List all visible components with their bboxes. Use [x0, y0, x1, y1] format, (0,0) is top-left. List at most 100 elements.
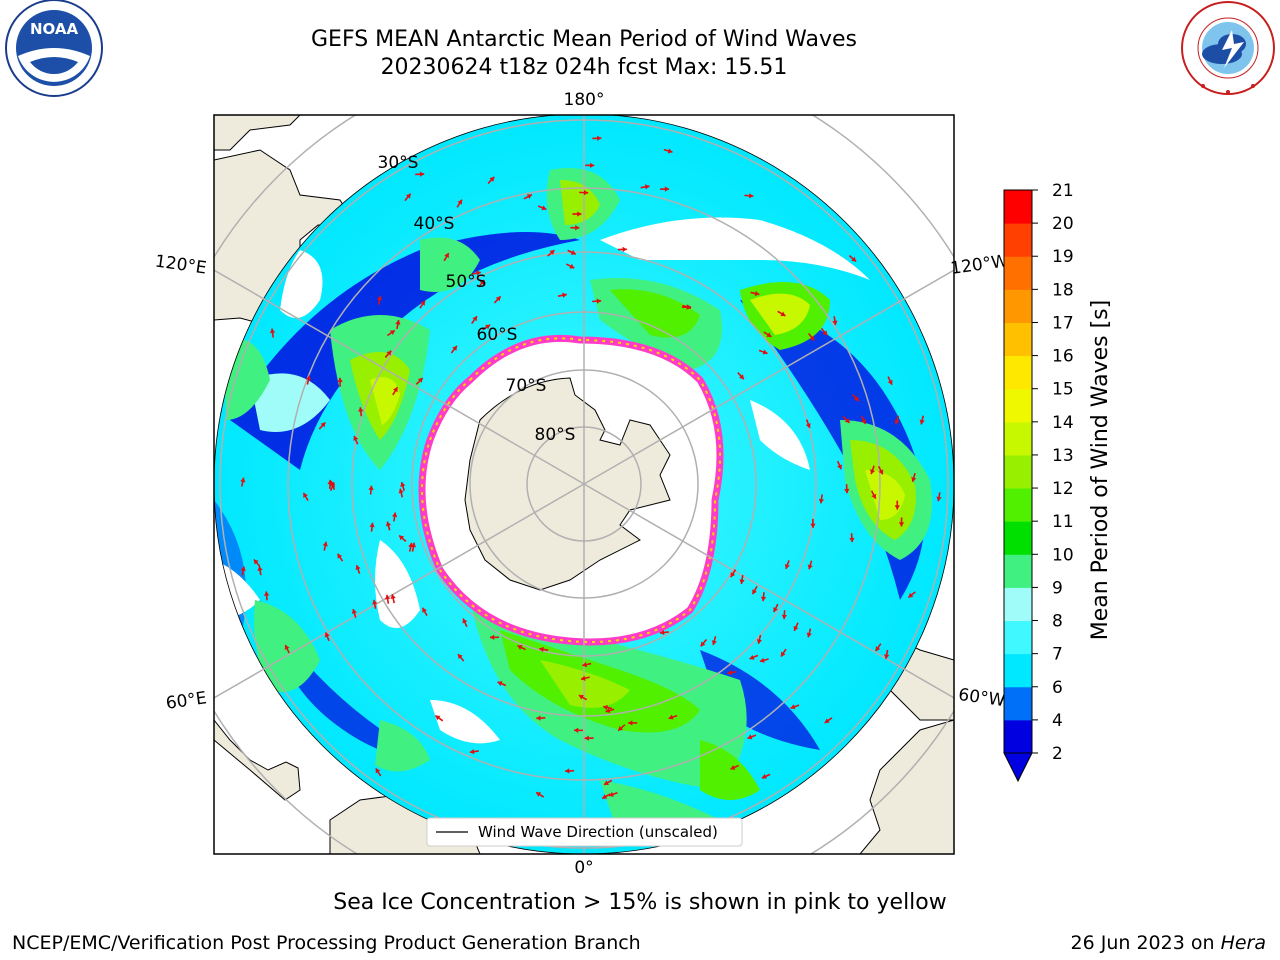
- wave-arrow-head: [793, 625, 799, 631]
- wave-arrow-head: [602, 794, 608, 799]
- colorbar-tick-label: 15: [1052, 380, 1074, 400]
- wave-arrow-head: [485, 324, 491, 330]
- wave-arrow-head: [303, 492, 308, 498]
- wave-arrow-head: [603, 704, 608, 711]
- wave-arrow-head: [569, 263, 575, 269]
- colorbar-segment: [1004, 653, 1032, 688]
- wave-arrow-head: [730, 765, 736, 770]
- wave-arrow-head: [603, 780, 609, 786]
- lon-label-0: 0°: [574, 858, 593, 878]
- wave-arrow-head: [780, 311, 786, 317]
- colorbar-tick-label: 6: [1052, 678, 1063, 698]
- map-subtitle: 20230624 t18z 024h fcst Max: 15.51: [380, 55, 788, 80]
- wave-arrow-head: [353, 435, 359, 441]
- wave-arrow-head: [452, 345, 457, 351]
- lat-label-80s: 80°S: [535, 425, 576, 445]
- wave-arrow-head: [479, 280, 485, 286]
- wave-arrow-head: [590, 162, 595, 169]
- wave-arrow-head: [375, 768, 381, 774]
- colorbar-segment: [1004, 686, 1032, 721]
- wave-arrow-head: [818, 498, 825, 504]
- lat-label-40s: 40°S: [414, 214, 455, 234]
- wave-arrow-head: [495, 296, 501, 302]
- lon-label-60e: 60°E: [165, 688, 208, 713]
- wave-arrow-head: [756, 639, 763, 644]
- wave-arrow-head: [269, 328, 276, 334]
- colorbar-segment: [1004, 388, 1032, 423]
- legend-label: Wind Wave Direction (unscaled): [478, 823, 718, 841]
- wave-arrow-head: [422, 607, 427, 613]
- wave-arrow-head: [351, 609, 357, 614]
- wave-arrow-head: [898, 522, 905, 527]
- wave-arrow-head: [853, 396, 859, 402]
- wave-arrow-head: [597, 135, 602, 141]
- wave-arrow-head: [747, 734, 753, 740]
- wave-arrow-head: [851, 256, 857, 262]
- wave-arrow-head: [754, 290, 760, 297]
- colorbar-segment: [1004, 256, 1032, 290]
- wave-arrow-head: [727, 669, 733, 676]
- wave-arrow-head: [809, 335, 815, 341]
- wave-arrow-head: [622, 246, 627, 253]
- colorbar-tick-label: 20: [1052, 214, 1074, 234]
- wave-arrow-head: [536, 792, 542, 797]
- colorbar-tick-label: 17: [1052, 313, 1074, 333]
- wave-arrow-head: [575, 225, 580, 231]
- wave-arrow-head: [584, 735, 589, 741]
- wind-wave-arrows: [240, 135, 942, 800]
- wave-arrow-head: [936, 496, 942, 502]
- colorbar-segment: [1004, 719, 1032, 754]
- wave-arrow-head: [384, 594, 391, 600]
- wave-arrow-head: [320, 422, 326, 428]
- wave-arrow-head: [322, 541, 328, 547]
- wave-arrow-head: [596, 298, 602, 304]
- wave-arrow-head: [894, 419, 900, 425]
- wave-arrow-head: [781, 614, 788, 620]
- colorbar-segment: [1004, 554, 1032, 588]
- wave-arrow-head: [582, 661, 587, 668]
- wave-arrow-head: [878, 469, 884, 475]
- wave-arrow-head: [389, 330, 395, 335]
- wave-arrow-head: [761, 773, 767, 779]
- wave-arrow-head: [790, 704, 796, 710]
- wave-arrow-head: [667, 148, 673, 154]
- wave-arrow-head: [517, 645, 523, 650]
- wave-arrow-head: [541, 205, 547, 211]
- wave-arrow-head: [420, 300, 425, 306]
- lon-label-180: 180°: [564, 90, 605, 110]
- date-text: 26 Jun 2023 on Hera: [1070, 932, 1267, 954]
- wave-arrow-head: [570, 250, 576, 255]
- noaa-logo-text: NOAA: [30, 20, 79, 38]
- sea-ice-caption: Sea Ice Concentration > 15% is shown in …: [333, 890, 947, 915]
- colorbar-segment: [1004, 421, 1032, 456]
- colorbar-tick-label: 7: [1052, 645, 1063, 665]
- wave-arrow-head: [497, 681, 503, 687]
- wave-arrow-head: [355, 565, 361, 570]
- wave-arrow-head: [435, 715, 441, 721]
- wave-arrow-head: [911, 477, 917, 482]
- wave-arrow-head: [739, 579, 745, 584]
- colorbar-label: Mean Period of Wind Waves [s]: [1088, 300, 1113, 640]
- colorbar-tick-label: 14: [1052, 413, 1074, 433]
- lat-label-70s: 70°S: [506, 376, 547, 396]
- graticule: [214, 115, 954, 854]
- colorbar-segment: [1004, 488, 1032, 522]
- colorbar-segment: [1004, 289, 1032, 323]
- wave-arrow-head: [368, 485, 374, 491]
- wave-arrow-head: [476, 270, 481, 276]
- wave-arrow-head: [605, 707, 611, 714]
- latitude-labels: 30°S 40°S 50°S 60°S 70°S 80°S: [378, 153, 576, 445]
- wave-arrow-head: [398, 488, 404, 494]
- colorbar-tick-label: 16: [1052, 347, 1074, 367]
- wave-arrow-head: [539, 646, 544, 653]
- colorbar-tick-label: 13: [1052, 446, 1074, 466]
- lon-label-120w: 120°W: [949, 251, 1009, 279]
- wave-arrow-head: [875, 646, 881, 652]
- wave-arrow-head: [284, 644, 290, 650]
- wave-arrow-head: [618, 725, 624, 731]
- wave-arrow-head: [327, 479, 333, 485]
- wave-arrow-head: [686, 304, 692, 310]
- wave-arrow-head: [844, 488, 850, 494]
- wave-arrow-head: [369, 522, 375, 528]
